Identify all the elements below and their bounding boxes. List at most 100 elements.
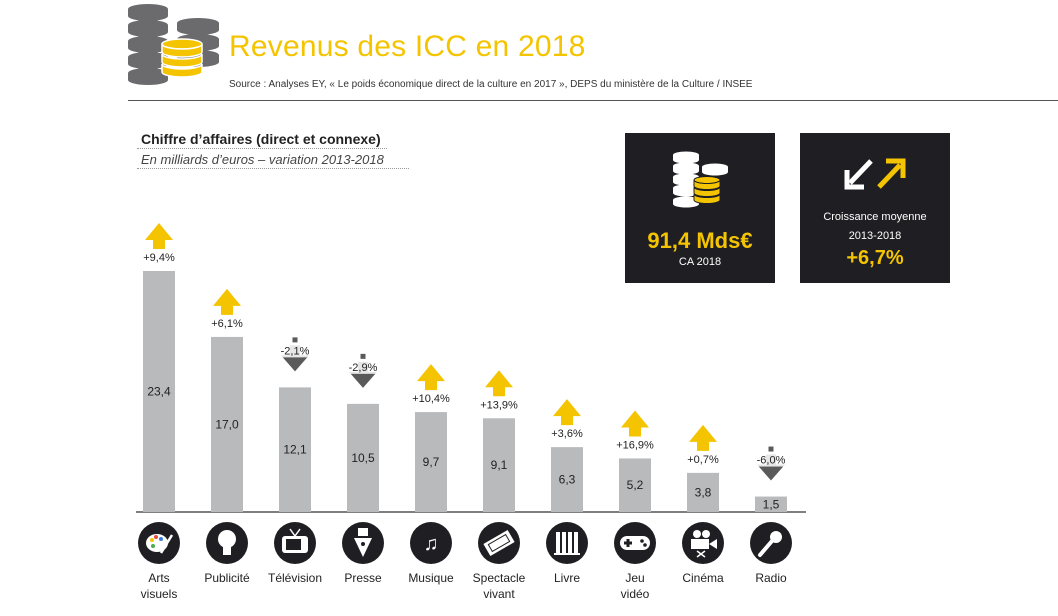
kpi-revenue-label: CA 2018: [678, 256, 722, 268]
palette-icon: [138, 522, 180, 564]
variation-label: -2,9%: [349, 362, 378, 374]
chart-title: Chiffre d’affaires (direct et connexe): [141, 131, 381, 147]
music-notes-icon: ♫: [410, 522, 452, 564]
kpi-growth-value: +6,7%: [846, 247, 904, 269]
category-label-line: Arts: [148, 571, 170, 585]
kpi-revenue-value: 91,4 Mds€: [647, 228, 753, 253]
bar-group: 3,8 +0,7%: [687, 424, 719, 512]
lightbulb-icon: [206, 522, 248, 564]
category-label-line: Musique: [408, 571, 454, 585]
coin-stacks-icon: [128, 4, 219, 85]
up-arrow-icon: [213, 288, 241, 315]
category-label-line: Cinéma: [682, 571, 724, 585]
variation-label: +9,4%: [143, 252, 175, 264]
category-label-line: vidéo: [620, 587, 650, 601]
up-arrow-icon: [689, 424, 717, 451]
bar-value-label: 5,2: [627, 478, 644, 492]
bar: [143, 271, 175, 512]
variation-label: -2,1%: [281, 345, 310, 357]
category-label-line: Spectacle: [472, 571, 526, 585]
subtitle-divider: [137, 168, 409, 169]
variation-label: +13,9%: [480, 399, 518, 411]
bar: [415, 412, 447, 512]
microphone-icon: [750, 522, 792, 564]
header-divider: [128, 100, 1058, 101]
category-label-line: Jeu: [625, 571, 645, 585]
up-arrow-icon: [417, 364, 445, 391]
bar-group: 1,5 -6,0%: [751, 446, 791, 512]
category-label-line: vivant: [483, 587, 515, 601]
arrow-dash: [360, 353, 366, 359]
growth-arrows-icon: [844, 158, 906, 190]
title-divider: [137, 148, 387, 149]
variation-label: +0,7%: [687, 454, 719, 466]
category-label: Presse: [323, 570, 403, 586]
category-label: Cinéma: [663, 570, 743, 586]
category-label: Jeu vidéo: [595, 570, 675, 602]
arrow-dash: [292, 337, 298, 343]
variation-label: +10,4%: [412, 393, 450, 405]
category-label: Musique: [391, 570, 471, 586]
bar-value-label: 12,1: [283, 443, 307, 457]
kpi-growth-period: 2013-2018: [848, 230, 902, 242]
category-label: Télévision: [255, 570, 335, 586]
down-arrow-icon: [281, 345, 309, 372]
bar-group: 5,2 +16,9%: [616, 410, 654, 512]
category-label: Livre: [527, 570, 607, 586]
up-arrow-icon: [145, 223, 173, 249]
bar-value-label: 9,7: [423, 455, 440, 469]
bar-value-label: 3,8: [695, 485, 712, 499]
variation-bg: [343, 359, 383, 374]
coins-icon: [673, 151, 728, 208]
bar: [211, 336, 243, 512]
category-label: Radio: [731, 570, 811, 586]
category-label: Spectacle vivant: [459, 570, 539, 602]
books-icon: [546, 522, 588, 564]
bar: [551, 447, 583, 512]
category-label-line: Publicité: [204, 571, 250, 585]
bar-group: 10,5 -2,9%: [343, 353, 383, 512]
bar: [619, 458, 651, 512]
bar-group: 9,7 +10,4%: [412, 364, 450, 512]
category-label-line: visuels: [140, 587, 178, 601]
up-arrow-icon: [485, 370, 513, 397]
category-label-line: Télévision: [267, 571, 323, 585]
variation-label: -6,0%: [757, 455, 786, 467]
gamepad-icon: [614, 522, 656, 564]
variation-label: +3,6%: [551, 428, 583, 440]
pen-nib-icon: [342, 522, 384, 564]
bar-value-label: 10,5: [351, 451, 375, 465]
variation-bg: [751, 452, 791, 467]
category-label: Publicité: [187, 570, 267, 586]
bar-value-label: 17,0: [215, 417, 239, 431]
bar: [279, 387, 311, 512]
category-label-line: Livre: [553, 571, 580, 585]
bar-value-label: 1,5: [763, 497, 780, 511]
bar: [347, 403, 379, 512]
bar: [755, 496, 787, 512]
source-note: Source : Analyses EY, « Le poids économi…: [229, 79, 753, 90]
category-label: Arts visuels: [119, 570, 199, 602]
bar-group: 6,3 +3,6%: [551, 399, 583, 512]
down-arrow-icon: [757, 454, 785, 481]
bar-value-label: 9,1: [491, 458, 508, 472]
bar-group: 12,1 -2,1%: [275, 337, 315, 512]
up-arrow-icon: [553, 399, 581, 426]
arrow-dash: [768, 446, 774, 452]
variation-label: +16,9%: [616, 439, 654, 451]
up-arrow-icon: [621, 410, 649, 437]
kpi-growth-card: Croissance moyenne 2013-2018 +6,7%: [800, 133, 950, 283]
television-icon: [274, 522, 316, 564]
bar: [483, 418, 515, 512]
bar-group: 17,0 +6,1%: [211, 288, 243, 512]
ticket-icon: [478, 522, 520, 564]
bar-value-label: 6,3: [559, 473, 576, 487]
film-camera-icon: [682, 522, 724, 564]
svg-text:♫: ♫: [424, 533, 439, 555]
bar-group: 23,4 +9,4%: [143, 223, 175, 512]
variation-label: +6,1%: [211, 318, 243, 330]
bar: [687, 472, 719, 512]
bar-value-label: 23,4: [147, 385, 171, 399]
variation-bg: [275, 343, 315, 358]
page-title: Revenus des ICC en 2018: [229, 30, 586, 63]
